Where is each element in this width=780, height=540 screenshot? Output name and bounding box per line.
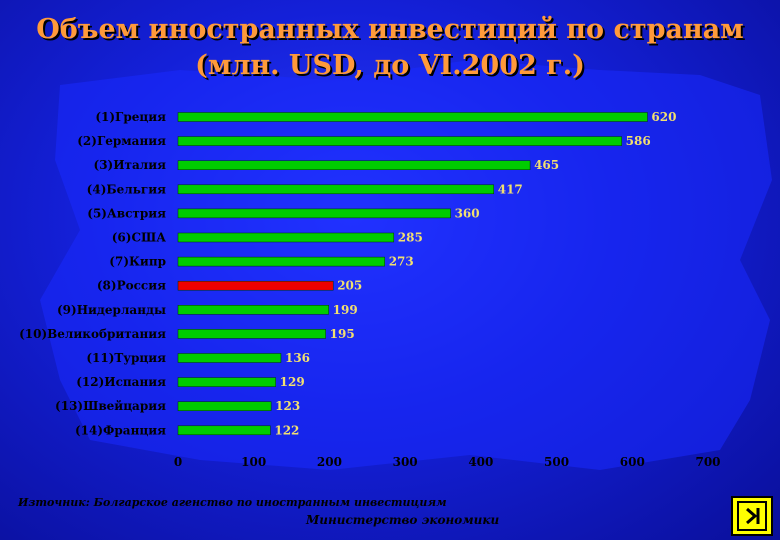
bar [177,353,282,363]
value-label: 586 [626,134,651,148]
value-label: 122 [274,423,299,437]
bar [177,136,622,146]
end-show-icon [737,501,767,531]
bar [177,280,334,291]
value-label: 205 [337,279,362,293]
ministry-label: Министерство экономики [306,513,500,527]
end-show-button[interactable] [731,496,773,536]
value-label: 360 [455,206,480,220]
value-label: 417 [498,182,523,196]
bar [177,377,276,387]
category-label: (10)Великобритания [19,327,166,341]
x-tick-label: 700 [695,455,720,469]
bar [177,184,494,195]
x-tick-label: 500 [544,455,569,469]
category-label: (5)Австрия [87,206,166,220]
bar [177,329,326,339]
category-label: (13)Швейцария [55,399,166,413]
category-label: (9)Нидерланды [57,303,166,317]
x-tick-label: 200 [317,455,342,469]
bar [177,232,395,243]
bar [177,425,271,436]
category-label: (6)США [112,231,166,245]
value-label: 123 [275,399,300,413]
bar [177,112,648,122]
category-label: (7)Кипр [109,255,166,269]
category-label: (1)Греция [95,110,166,124]
category-label: (8)Россия [97,279,166,293]
source-note: Източник: Болгарское агенство по иностра… [18,496,447,509]
bar [177,160,531,170]
bar [177,208,451,219]
value-label: 620 [651,110,676,124]
value-label: 465 [534,158,559,172]
category-label: (2)Германия [77,134,166,148]
category-label: (3)Италия [94,158,167,172]
x-tick-label: 300 [393,455,418,469]
category-label: (4)Бельгия [87,182,166,196]
value-label: 136 [285,351,310,365]
x-tick-label: 0 [174,455,182,469]
x-tick-label: 600 [620,455,645,469]
x-tick-label: 100 [241,455,266,469]
category-label: (14)Франция [75,423,166,437]
bar [177,401,272,411]
value-label: 199 [333,303,358,317]
value-label: 285 [398,231,423,245]
category-label: (12)Испания [76,375,166,389]
chart-title: Объем иностранных инвестиций по странам [36,14,744,45]
category-label: (11)Турция [86,351,166,365]
bar [177,256,385,267]
chart-subtitle: (млн. USD, до VI.2002 г.) [195,50,585,81]
x-tick-label: 400 [468,455,493,469]
value-label: 195 [330,327,355,341]
value-label: 273 [389,255,414,269]
bar [177,305,329,315]
value-label: 129 [280,375,305,389]
